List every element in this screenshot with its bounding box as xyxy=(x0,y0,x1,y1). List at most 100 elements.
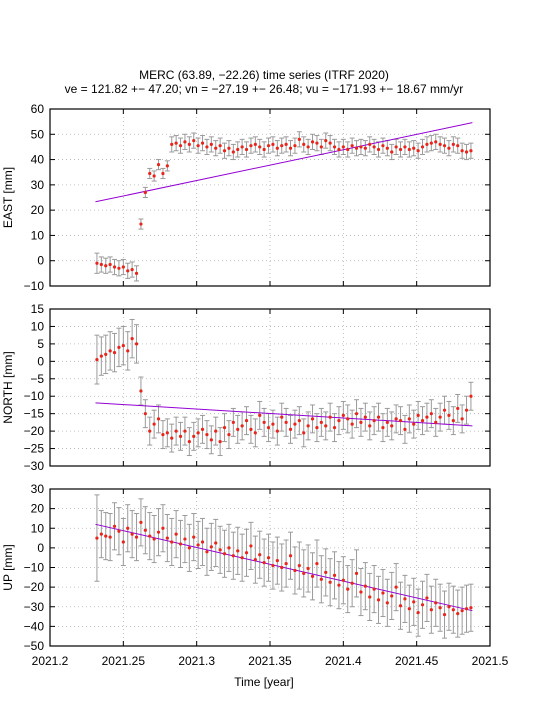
data-point xyxy=(359,145,363,149)
data-point xyxy=(306,424,310,428)
x-tick-label: 2021.5 xyxy=(472,654,509,668)
data-point xyxy=(104,534,108,538)
data-point xyxy=(227,433,231,437)
chart-title: MERC (63.89, −22.26) time series (ITRF 2… xyxy=(139,68,389,82)
data-point xyxy=(126,269,130,273)
data-point xyxy=(174,141,178,145)
data-point xyxy=(121,265,125,269)
data-point xyxy=(152,537,156,541)
data-point xyxy=(412,422,416,426)
data-point xyxy=(442,408,447,412)
data-point xyxy=(240,145,244,149)
data-point xyxy=(170,436,174,440)
data-point xyxy=(222,426,227,430)
y-tick-label: −30 xyxy=(24,459,45,473)
data-point xyxy=(174,532,178,536)
x-tick-label: 2021.3 xyxy=(178,654,215,668)
data-point xyxy=(192,434,196,438)
x-tick-label: 2021.4 xyxy=(325,654,362,668)
data-point xyxy=(271,142,275,146)
y-tick-label: −40 xyxy=(24,619,45,633)
data-point xyxy=(368,424,372,428)
data-point xyxy=(385,420,389,424)
data-point xyxy=(341,578,345,582)
data-point xyxy=(341,145,345,149)
data-point xyxy=(143,190,147,195)
data-point xyxy=(403,145,407,149)
data-point xyxy=(275,146,279,150)
data-point xyxy=(354,571,359,575)
data-point xyxy=(231,150,235,154)
data-point xyxy=(469,606,473,610)
data-point xyxy=(350,422,354,426)
data-point xyxy=(302,142,306,146)
panel-north: −30 −25 −20 −15 −10 −5 0 5 10 15 NORTH [mm] xyxy=(1,302,491,473)
data-point xyxy=(420,419,425,423)
data-point xyxy=(412,600,416,604)
panel-frame xyxy=(49,488,491,647)
data-point xyxy=(310,417,315,421)
data-point xyxy=(390,424,394,428)
data-point xyxy=(196,144,200,148)
data-point xyxy=(244,147,249,152)
data-point xyxy=(187,439,191,444)
data-point xyxy=(156,163,161,167)
data-point xyxy=(381,144,385,148)
y-tick-label: 30 xyxy=(31,482,45,496)
data-point xyxy=(205,145,209,149)
y-tick-label: −20 xyxy=(24,424,45,438)
trend-line xyxy=(95,122,473,203)
data-point xyxy=(372,145,376,149)
data-point xyxy=(192,535,196,539)
data-point xyxy=(456,144,460,148)
y-tick-label: 5 xyxy=(37,337,44,351)
data-point xyxy=(403,597,407,601)
data-point xyxy=(249,144,253,148)
data-point xyxy=(416,149,420,153)
data-point xyxy=(95,261,99,265)
data-point xyxy=(434,601,438,605)
data-point xyxy=(346,147,350,152)
data-point xyxy=(407,147,411,152)
data-point xyxy=(262,147,266,152)
data-point xyxy=(359,590,363,594)
data-point xyxy=(425,596,429,600)
x-tick-label: 2021.25 xyxy=(102,654,146,668)
data-point xyxy=(376,598,381,602)
data-point xyxy=(302,431,306,435)
data-point xyxy=(148,534,152,538)
data-point xyxy=(328,415,332,419)
data-point xyxy=(262,420,266,424)
data-point xyxy=(117,266,121,270)
y-tick-label: −50 xyxy=(24,639,45,653)
data-point xyxy=(407,417,411,421)
data-point xyxy=(420,603,425,607)
y-tick-label: −15 xyxy=(24,407,45,421)
data-point xyxy=(447,413,451,418)
y-tick-label: −10 xyxy=(24,389,45,403)
data-point xyxy=(363,415,367,419)
data-point xyxy=(196,543,200,547)
data-point xyxy=(359,420,363,424)
data-point xyxy=(284,420,288,424)
data-point xyxy=(385,601,389,605)
data-point xyxy=(350,581,354,585)
data-point xyxy=(354,146,359,150)
data-point xyxy=(284,142,288,146)
data-point xyxy=(209,438,213,442)
data-point xyxy=(130,532,134,536)
y-axis-label: NORTH [mm] xyxy=(1,351,15,423)
data-point xyxy=(469,394,473,398)
y-tick-label: 20 xyxy=(31,502,45,516)
data-point xyxy=(187,546,191,550)
data-point xyxy=(205,550,209,554)
data-point xyxy=(214,541,218,545)
data-point xyxy=(156,417,161,421)
data-point xyxy=(258,413,262,418)
data-point xyxy=(451,142,455,146)
data-point xyxy=(315,426,319,430)
data-point xyxy=(337,419,341,423)
data-point xyxy=(315,141,319,145)
data-point xyxy=(332,426,337,430)
data-point xyxy=(398,604,403,608)
